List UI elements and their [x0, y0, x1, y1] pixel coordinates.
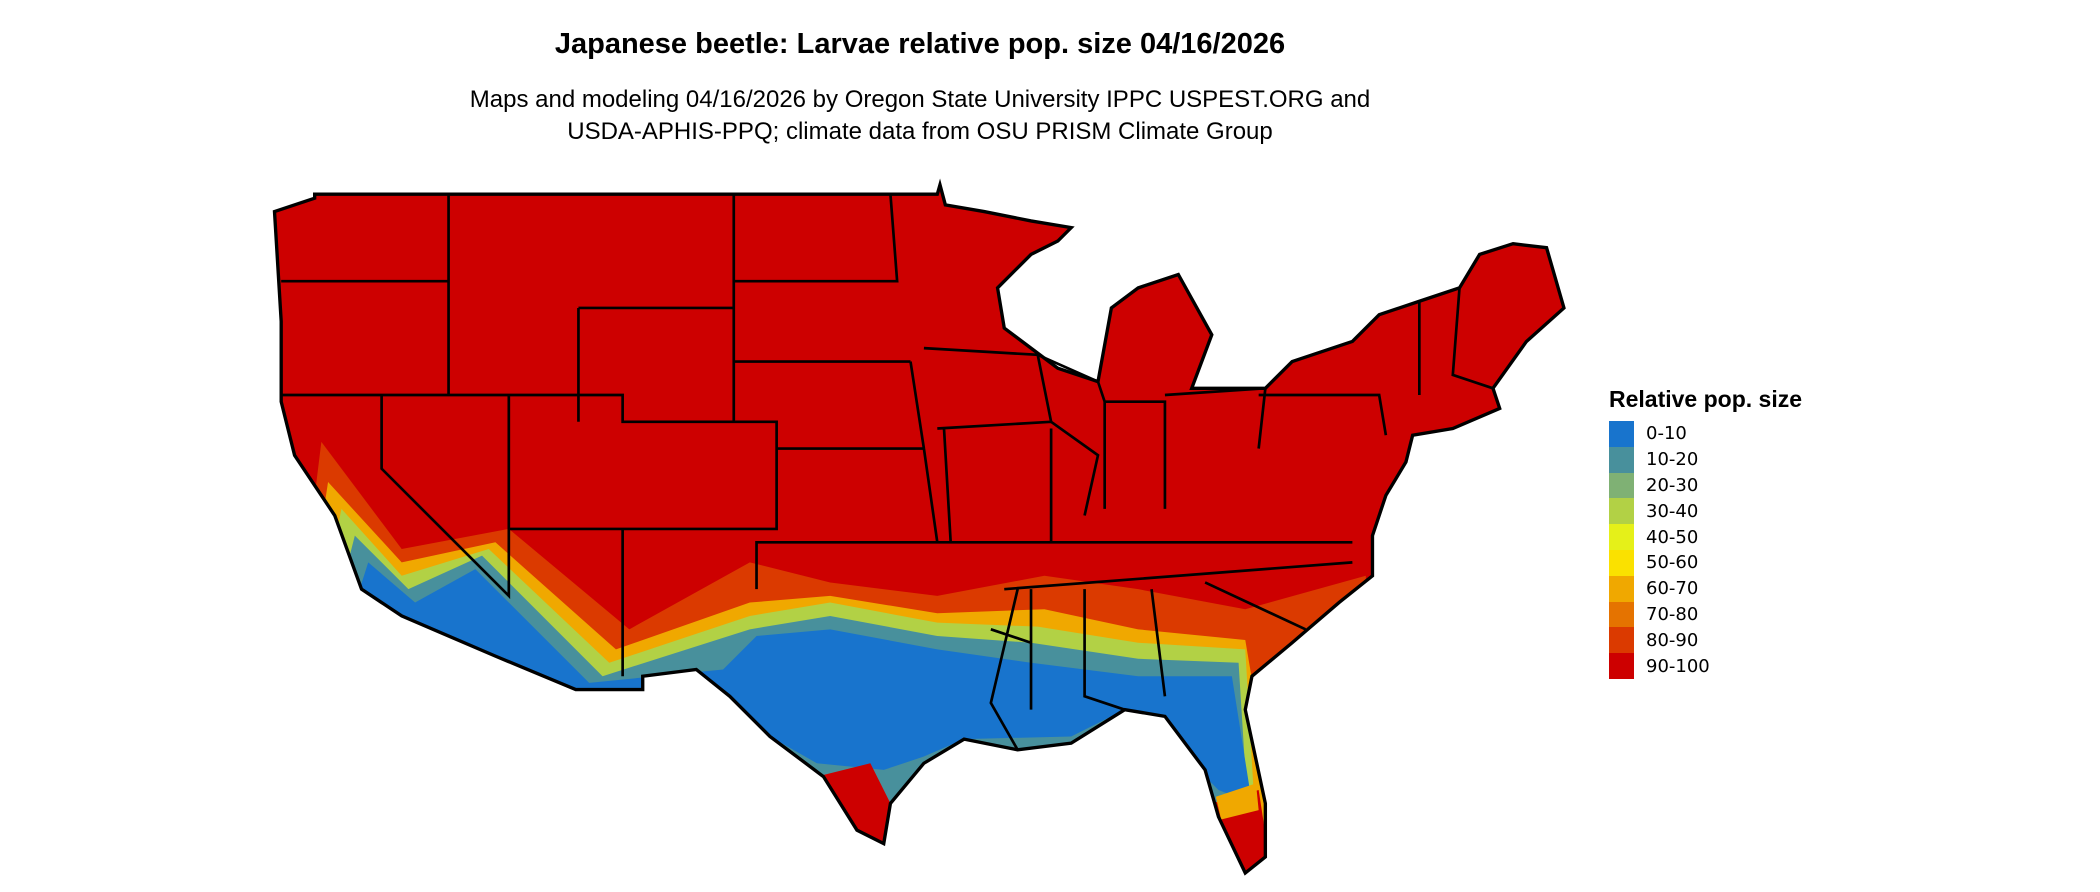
legend-items: 0-10 10-20 20-30 30-40 40-50 50-60 60-70 70-80 8…	[1609, 421, 1802, 679]
region-0-10	[274, 562, 1252, 874]
legend-swatch	[1609, 653, 1634, 679]
legend-swatch	[1609, 498, 1634, 525]
legend-label: 50-60	[1646, 552, 1699, 574]
legend-item: 60-70	[1609, 575, 1802, 602]
legend-swatch	[1609, 627, 1634, 654]
legend-swatch	[1609, 472, 1634, 499]
legend-label: 10-20	[1646, 449, 1699, 471]
legend-label: 70-80	[1646, 603, 1699, 625]
legend-label: 80-90	[1646, 629, 1699, 651]
subtitle-line-2: USDA-APHIS-PPQ; climate data from OSU PR…	[567, 118, 1273, 145]
subtitle-line-1: Maps and modeling 04/16/2026 by Oregon S…	[469, 86, 1371, 113]
region-south-florida-yellow	[1215, 783, 1259, 820]
legend-swatch	[1609, 524, 1634, 550]
map-title: Japanese beetle: Larvae relative pop. si…	[554, 28, 1286, 60]
legend-swatch	[1609, 446, 1634, 473]
map-subtitle: Maps and modeling 04/16/2026 by Oregon S…	[0, 84, 1840, 148]
legend-label: 30-40	[1646, 500, 1699, 522]
legend: Relative pop. size 0-10 10-20 20-30 30-40 40…	[1609, 386, 1802, 679]
legend-swatch	[1609, 549, 1634, 576]
legend-item: 40-50	[1609, 524, 1802, 550]
legend-label: 40-50	[1646, 526, 1699, 548]
legend-label: 20-30	[1646, 474, 1699, 496]
legend-item: 0-10	[1609, 421, 1802, 447]
legend-swatch	[1609, 575, 1634, 602]
legend-item: 10-20	[1609, 446, 1802, 473]
legend-swatch	[1609, 601, 1634, 628]
legend-label: 90-100	[1646, 655, 1710, 677]
legend-item: 70-80	[1609, 601, 1802, 628]
state-borders	[281, 194, 1494, 751]
legend-item: 90-100	[1609, 653, 1802, 679]
legend-item: 20-30	[1609, 472, 1802, 499]
legend-label: 0-10	[1646, 423, 1687, 445]
legend-label: 60-70	[1646, 578, 1699, 600]
legend-item: 80-90	[1609, 627, 1802, 654]
region-south-texas-red	[803, 763, 891, 857]
legend-swatch	[1609, 421, 1634, 447]
legend-item: 30-40	[1609, 498, 1802, 525]
legend-item: 50-60	[1609, 549, 1802, 576]
legend-title: Relative pop. size	[1609, 386, 1803, 412]
